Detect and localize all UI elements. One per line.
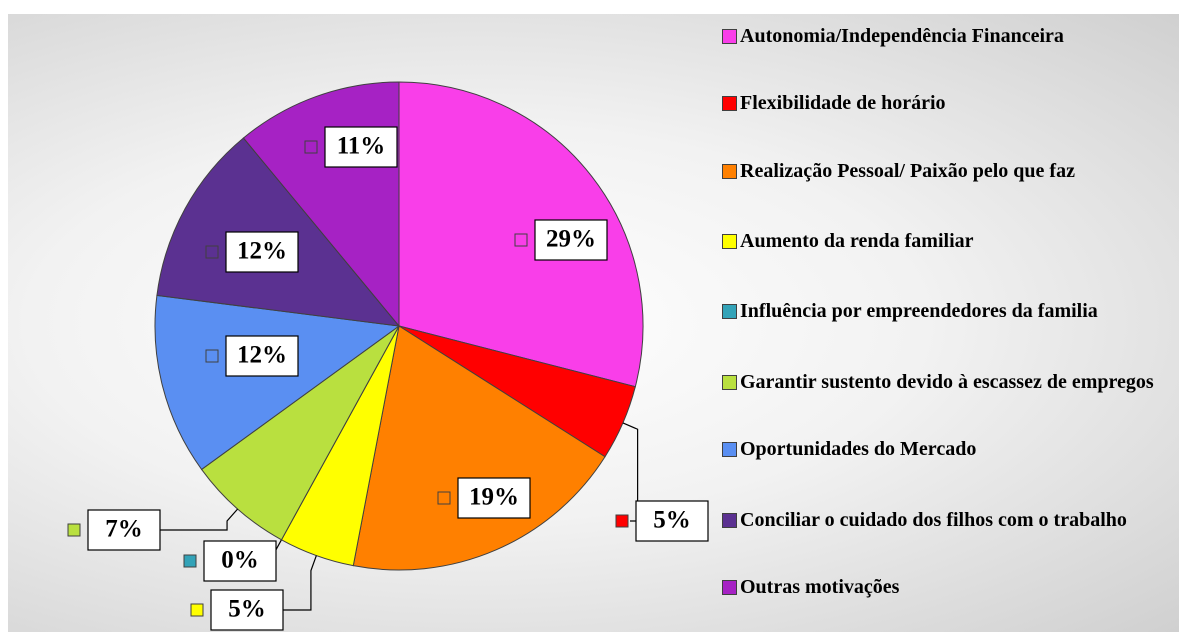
legend-label: Outras motivações	[740, 576, 900, 598]
data-label-box	[225, 335, 299, 377]
data-label-box	[210, 589, 284, 631]
data-label-box	[203, 540, 277, 582]
data-label: 7%	[105, 516, 143, 543]
data-label: 5%	[653, 507, 691, 534]
legend-swatch	[722, 234, 737, 249]
legend-label: Flexibilidade de horário	[740, 92, 946, 114]
legend-item: Realização Pessoal/ Paixão pelo que faz	[722, 157, 1179, 186]
legend-swatch	[722, 164, 737, 179]
data-label: 29%	[546, 226, 596, 253]
data-label-box	[635, 500, 709, 542]
legend-item: Garantir sustento devido à escassez de e…	[722, 368, 1179, 397]
data-label-key	[190, 603, 204, 617]
legend-item: Conciliar o cuidado dos filhos com o tra…	[722, 506, 1179, 535]
legend-label: Influência por empreendedores da familia	[740, 300, 1098, 322]
data-label-box	[324, 126, 398, 168]
legend-label: Aumento da renda familiar	[740, 230, 974, 252]
legend-swatch	[722, 442, 737, 457]
data-label: 12%	[237, 342, 287, 369]
data-label: 19%	[469, 484, 519, 511]
data-label: 12%	[237, 238, 287, 265]
leader-line	[622, 422, 639, 522]
legend-label: Conciliar o cuidado dos filhos com o tra…	[740, 509, 1127, 531]
data-label-key	[183, 554, 197, 568]
legend-swatch	[722, 513, 737, 528]
legend-label: Oportunidades do Mercado	[740, 438, 977, 460]
legend-label: Realização Pessoal/ Paixão pelo que faz	[740, 160, 1075, 182]
data-label-key	[67, 523, 81, 537]
legend-swatch	[722, 304, 737, 319]
leader-line	[158, 508, 239, 531]
legend-item: Aumento da renda familiar	[722, 227, 1179, 256]
data-label-box	[457, 477, 531, 519]
data-label-key	[514, 233, 528, 247]
legend-label: Garantir sustento devido à escassez de e…	[740, 371, 1154, 393]
data-label-key	[437, 491, 451, 505]
legend-item: Flexibilidade de horário	[722, 89, 1179, 118]
legend-swatch	[722, 96, 737, 111]
pie-slice	[352, 325, 606, 571]
data-label-key	[304, 140, 318, 154]
legend-item: Oportunidades do Mercado	[722, 435, 1179, 464]
data-label-box	[225, 231, 299, 273]
legend-item: Outras motivações	[722, 573, 1179, 602]
legend-label: Autonomia/Independência Financeira	[740, 25, 1064, 47]
data-label-key	[205, 349, 219, 363]
data-label-box	[87, 509, 161, 551]
pie-slice	[154, 294, 401, 471]
data-label-key	[615, 514, 629, 528]
data-label-box	[534, 219, 608, 261]
legend-swatch	[722, 375, 737, 390]
pie-slice	[200, 325, 400, 541]
legend-swatch	[722, 29, 737, 44]
data-label: 5%	[228, 596, 266, 623]
data-label: 0%	[221, 547, 259, 574]
legend-item: Autonomia/Independência Financeira	[722, 22, 1179, 51]
data-label-key	[205, 245, 219, 259]
leader-line	[281, 555, 317, 611]
data-label: 11%	[337, 133, 386, 160]
legend-item: Influência por empreendedores da familia	[722, 297, 1179, 326]
legend-swatch	[722, 580, 737, 595]
